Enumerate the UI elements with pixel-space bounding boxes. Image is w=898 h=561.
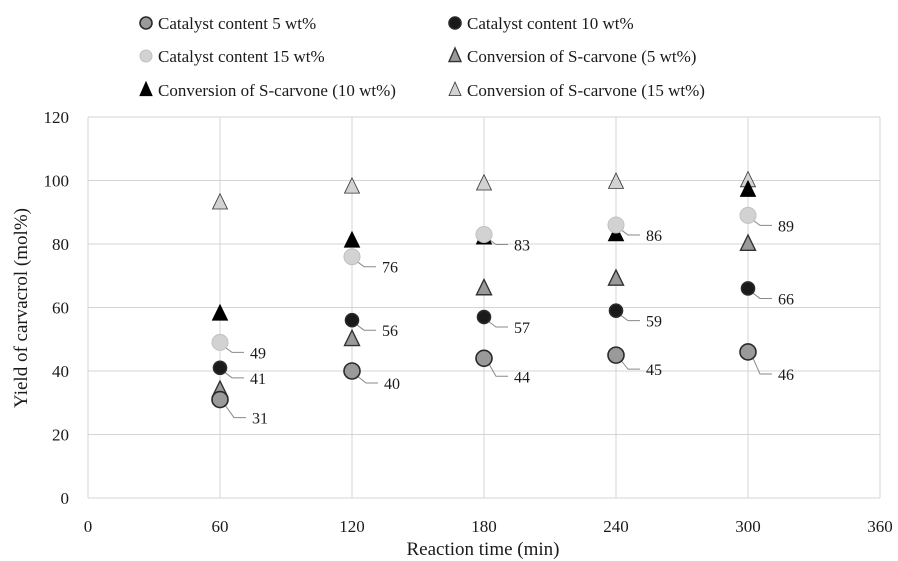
leader-line	[355, 323, 376, 331]
data-points	[211, 170, 757, 409]
point-catalyst-content-15-wt	[739, 206, 757, 224]
leader-line	[619, 228, 640, 236]
point-catalyst-content-10-wt	[212, 360, 228, 376]
x-tick-label: 0	[84, 517, 93, 536]
point-catalyst-content-15-wt	[343, 248, 361, 266]
data-labels: 31 40 44 45 46 41 56 57 59 66 49 76 83 86 89	[250, 218, 794, 427]
data-label: 83	[514, 237, 530, 254]
y-tick-label: 80	[52, 235, 69, 254]
y-tick-label: 40	[52, 362, 69, 381]
point-catalyst-content-15-wt	[607, 216, 625, 234]
tick-labels: 0 60 120 180 240 300 360 0 20 40 60 80 100 120	[44, 108, 893, 536]
y-tick-label: 100	[44, 172, 70, 191]
legend-label: Catalyst content 10 wt%	[467, 14, 634, 33]
data-label: 41	[250, 371, 266, 388]
data-label: 40	[384, 376, 400, 393]
x-tick-label: 60	[212, 517, 229, 536]
legend-label: Conversion of S-carvone (10 wt%)	[158, 81, 396, 100]
point-conversion-of-s-carvone-10-wt	[343, 230, 361, 248]
point-conversion-of-s-carvone-5-wt	[475, 277, 493, 296]
legend-marker	[448, 16, 462, 30]
leader-line	[223, 403, 246, 419]
data-label: 59	[646, 314, 662, 331]
point-catalyst-content-5-wt	[343, 362, 361, 380]
legend-item-catalyst-content-15-wt: Catalyst content 15 wt%	[139, 47, 325, 66]
point-catalyst-content-5-wt	[739, 343, 757, 361]
x-tick-label: 240	[603, 517, 629, 536]
y-tick-label: 20	[52, 426, 69, 445]
point-catalyst-content-5-wt	[475, 349, 493, 368]
legend-marker	[447, 46, 463, 63]
point-catalyst-content-5-wt	[607, 346, 625, 364]
legend-item-conversion-of-s-carvone-5-wt: Conversion of S-carvone (5 wt%)	[447, 46, 696, 66]
leader-line	[487, 320, 508, 328]
legend-item-catalyst-content-10-wt: Catalyst content 10 wt%	[448, 14, 634, 33]
label-leader-lines	[223, 219, 772, 419]
leader-line	[619, 358, 640, 370]
point-conversion-of-s-carvone-15-wt	[343, 176, 361, 194]
data-label: 57	[514, 320, 530, 337]
y-axis-title: Yield of carvacrol (mol%)	[11, 208, 32, 408]
point-catalyst-content-10-wt	[608, 303, 624, 318]
legend-label: Catalyst content 15 wt%	[158, 47, 325, 66]
legend-label: Conversion of S-carvone (5 wt%)	[467, 47, 696, 66]
point-conversion-of-s-carvone-15-wt	[211, 192, 229, 210]
leader-line	[751, 355, 772, 375]
x-tick-label: 120	[339, 517, 365, 536]
point-catalyst-content-10-wt	[476, 309, 492, 325]
legend-marker	[139, 80, 153, 97]
legend-item-conversion-of-s-carvone-10-wt: Conversion of S-carvone (10 wt%)	[139, 80, 396, 100]
leader-line	[751, 292, 772, 299]
data-label: 46	[778, 367, 794, 384]
point-catalyst-content-10-wt	[740, 281, 756, 296]
x-tick-label: 300	[735, 517, 761, 536]
point-catalyst-content-15-wt	[211, 333, 229, 351]
data-label: 66	[778, 291, 794, 308]
legend-marker	[139, 49, 153, 63]
data-label: 56	[382, 323, 398, 340]
y-tick-label: 60	[52, 299, 69, 318]
y-tick-label: 120	[44, 108, 70, 127]
leader-line	[223, 346, 244, 353]
legend-marker	[448, 81, 462, 96]
point-catalyst-content-15-wt	[475, 225, 493, 243]
data-label: 86	[646, 228, 662, 245]
leader-line	[223, 371, 244, 379]
point-conversion-of-s-carvone-5-wt	[739, 233, 757, 252]
legend-label: Conversion of S-carvone (15 wt%)	[467, 81, 705, 100]
data-label: 44	[514, 369, 530, 386]
data-label: 31	[252, 411, 268, 428]
x-axis-title: Reaction time (min)	[406, 539, 559, 560]
leader-line	[355, 260, 376, 268]
leader-line	[355, 374, 378, 384]
data-label: 89	[778, 218, 794, 235]
legend: Catalyst content 5 wt% Catalyst content 1…	[139, 14, 705, 100]
point-conversion-of-s-carvone-10-wt	[211, 303, 229, 321]
legend-item-catalyst-content-5-wt: Catalyst content 5 wt%	[139, 14, 316, 33]
leader-line	[487, 362, 508, 377]
legend-label: Catalyst content 5 wt%	[158, 14, 316, 33]
x-tick-label: 180	[471, 517, 497, 536]
data-label: 49	[250, 345, 266, 362]
data-label: 45	[646, 362, 662, 379]
point-conversion-of-s-carvone-10-wt	[739, 179, 757, 197]
leader-line	[487, 238, 508, 245]
point-conversion-of-s-carvone-5-wt	[607, 268, 625, 286]
point-conversion-of-s-carvone-5-wt	[343, 328, 361, 347]
point-catalyst-content-5-wt	[211, 390, 229, 409]
point-catalyst-content-10-wt	[344, 312, 360, 328]
point-conversion-of-s-carvone-15-wt	[607, 172, 625, 189]
point-conversion-of-s-carvone-15-wt	[475, 173, 493, 191]
leader-line	[619, 314, 640, 322]
legend-marker	[139, 16, 153, 30]
legend-item-conversion-of-s-carvone-15-wt: Conversion of S-carvone (15 wt%)	[448, 81, 705, 100]
y-tick-label: 0	[61, 489, 70, 508]
x-tick-label: 360	[867, 517, 893, 536]
leader-line	[751, 219, 772, 226]
data-label: 76	[382, 260, 398, 277]
